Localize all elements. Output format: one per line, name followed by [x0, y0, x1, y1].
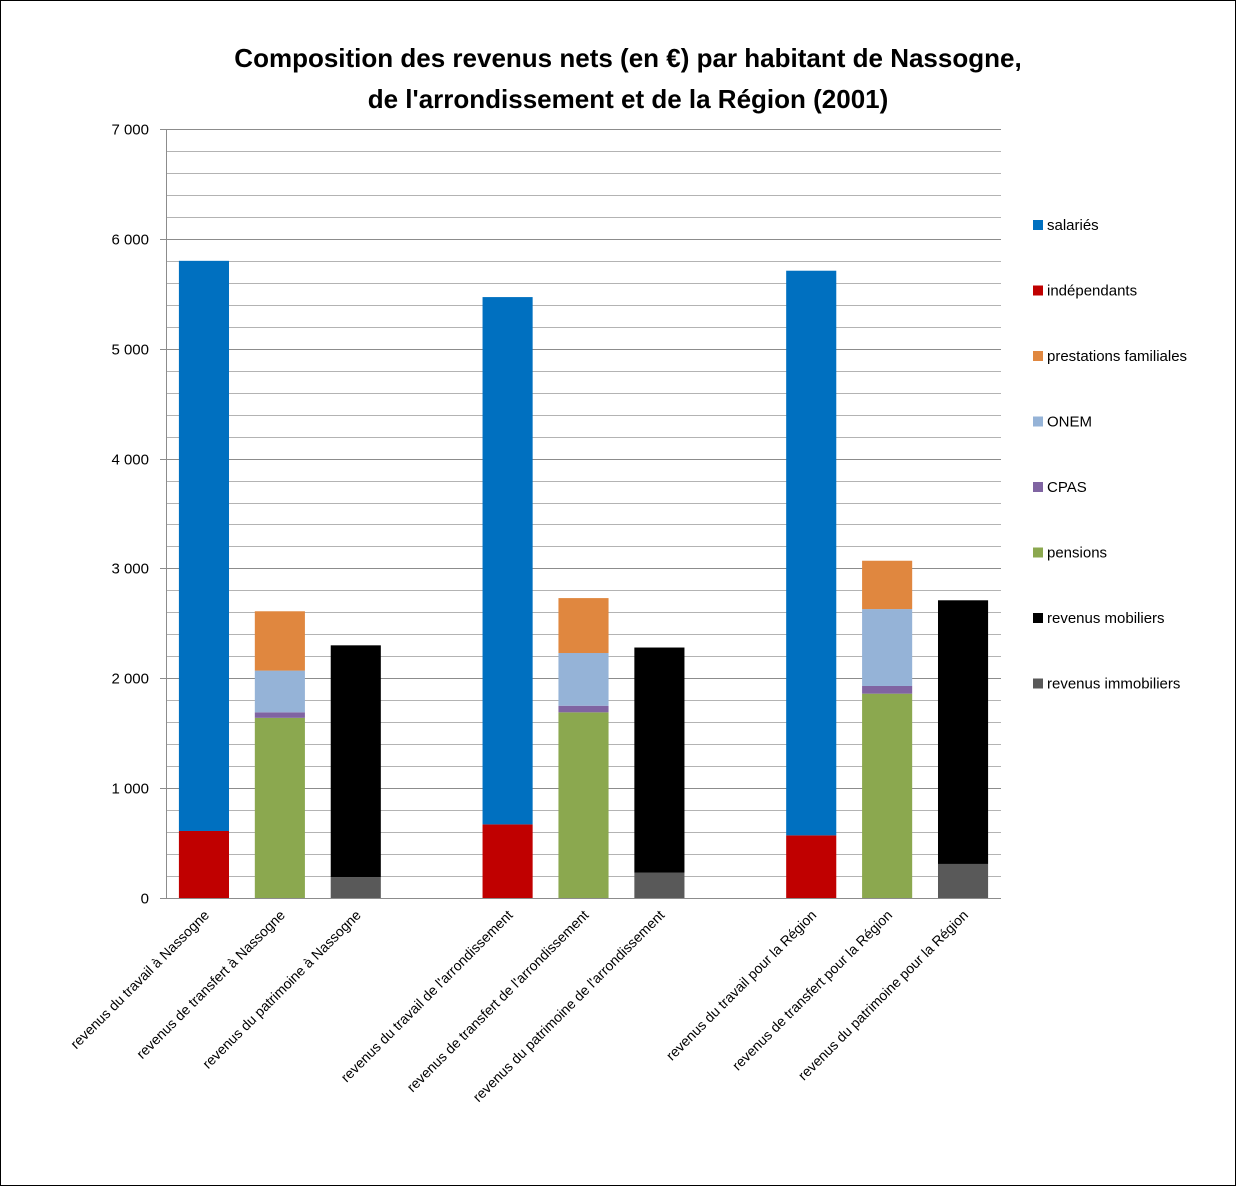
legend-label: revenus mobiliers — [1047, 610, 1165, 627]
y-tick-label: 1 000 — [111, 781, 149, 798]
legend-label: indépendants — [1047, 283, 1137, 300]
bar-segment — [558, 598, 609, 654]
x-category-label: revenus du travail de l'arrondissement — [337, 907, 515, 1085]
bar-segment — [330, 877, 381, 898]
legend-swatch — [1033, 416, 1043, 427]
bars — [178, 260, 989, 898]
y-tick-label: 0 — [141, 891, 149, 908]
bar-segment — [937, 600, 989, 864]
bar-segment — [482, 824, 533, 898]
x-category-label: revenus de transfert pour la Région — [729, 907, 896, 1074]
x-category-label: revenus du patrimoine pour la Région — [795, 907, 971, 1083]
bar-segment — [558, 712, 609, 898]
legend-label: ONEM — [1047, 414, 1092, 431]
bar-segment — [330, 645, 381, 878]
legend-swatch — [1033, 220, 1043, 230]
legend: salariés indépendants prestations familial… — [1033, 217, 1187, 693]
bar-segment — [862, 685, 913, 694]
bar-segment — [254, 712, 305, 718]
legend-swatch — [1033, 482, 1043, 492]
bar-segment — [254, 717, 305, 898]
x-category-label: revenus du travail à Nassogne — [67, 907, 212, 1052]
bar-segment — [558, 653, 609, 706]
x-category-label: revenus du patrimoine à Nassogne — [199, 907, 364, 1072]
bar-segment — [786, 835, 837, 898]
bar-segment — [178, 260, 230, 831]
legend-swatch — [1033, 351, 1043, 361]
legend-label: prestations familiales — [1047, 348, 1187, 365]
y-tick-label: 7 000 — [111, 122, 149, 139]
legend-swatch — [1033, 285, 1043, 296]
chart-title-line-1: Composition des revenus nets (en €) par … — [234, 43, 1021, 73]
bar-segment — [862, 609, 913, 686]
bar-segment — [178, 830, 230, 898]
legend-label: salariés — [1047, 217, 1099, 234]
legend-swatch — [1033, 547, 1043, 558]
bar-segment — [482, 297, 533, 825]
y-tick-label: 6 000 — [111, 232, 149, 249]
bar-segment — [634, 647, 685, 873]
bar-segment — [937, 863, 989, 898]
legend-swatch — [1033, 678, 1043, 689]
bar-segment — [862, 560, 913, 610]
chart-title-line-2: de l'arrondissement et de la Région (200… — [368, 84, 889, 114]
legend-label: pensions — [1047, 545, 1107, 562]
legend-swatch — [1033, 613, 1043, 623]
y-axis: 0 1 000 2 000 3 000 4 000 5 000 6 000 7 000 — [111, 122, 167, 908]
bar-segment — [558, 705, 609, 713]
bar-segment — [634, 872, 685, 898]
bar-segment — [862, 693, 913, 898]
bar-segment — [254, 611, 305, 671]
legend-label: revenus immobiliers — [1047, 676, 1180, 693]
legend-label: CPAS — [1047, 479, 1087, 496]
y-tick-label: 5 000 — [111, 342, 149, 359]
y-tick-label: 3 000 — [111, 561, 149, 578]
x-category-label: revenus du travail pour la Région — [663, 907, 820, 1064]
y-tick-label: 2 000 — [111, 671, 149, 688]
y-tick-label: 4 000 — [111, 452, 149, 469]
bar-segment — [254, 670, 305, 713]
bar-segment — [786, 270, 837, 836]
x-category-label: revenus de transfert à Nassogne — [133, 907, 288, 1062]
